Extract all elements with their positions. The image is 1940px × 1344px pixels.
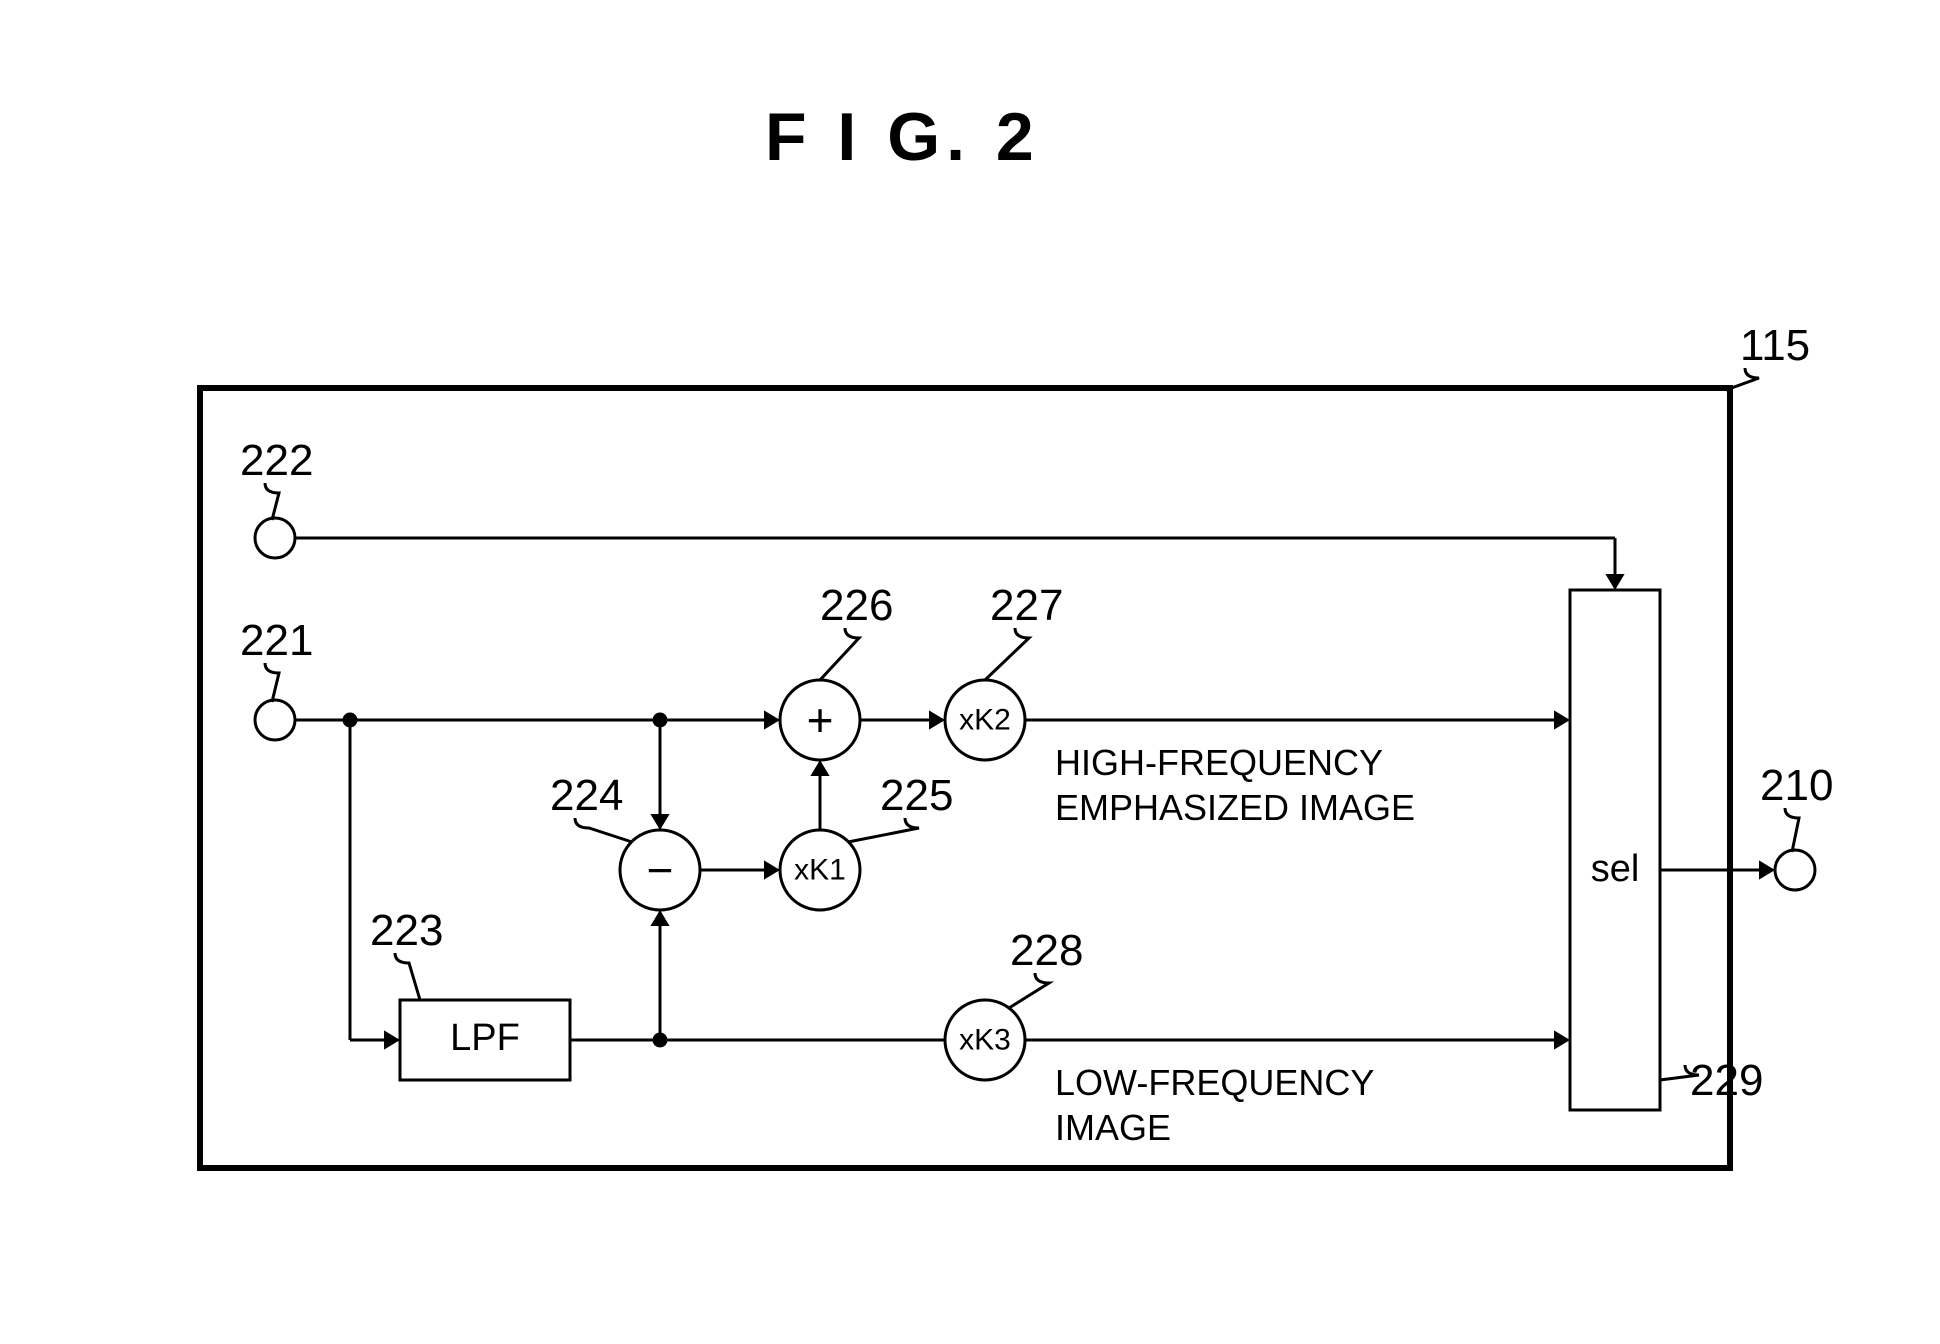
label-low-1: LOW-FREQUENCY [1055, 1062, 1374, 1103]
ref-224: 224 [550, 771, 623, 820]
node-label-226: + [807, 694, 834, 746]
ref-222: 222 [240, 436, 313, 485]
label-low-2: IMAGE [1055, 1107, 1171, 1148]
node-label-224: − [647, 844, 674, 896]
terminal-221 [255, 700, 295, 740]
ref-229: 229 [1690, 1056, 1763, 1105]
ref-221: 221 [240, 616, 313, 665]
terminal-222 [255, 518, 295, 558]
sel-label: sel [1591, 848, 1640, 890]
ref-226: 226 [820, 581, 893, 630]
ref-115: 115 [1740, 321, 1810, 370]
ref-228: 228 [1010, 926, 1083, 975]
node-label-225: xK1 [794, 854, 846, 887]
ref-210: 210 [1760, 761, 1833, 810]
node-label-228: xK3 [959, 1024, 1011, 1057]
ref-227: 227 [990, 581, 1063, 630]
ref-225: 225 [880, 771, 953, 820]
label-high-2: EMPHASIZED IMAGE [1055, 787, 1415, 828]
figure-title: F I G. 2 [765, 99, 1040, 175]
ref-223: 223 [370, 906, 443, 955]
label-high-1: HIGH-FREQUENCY [1055, 742, 1383, 783]
terminal-210 [1775, 850, 1815, 890]
node-label-227: xK2 [959, 704, 1011, 737]
lpf-label: LPF [450, 1017, 520, 1059]
